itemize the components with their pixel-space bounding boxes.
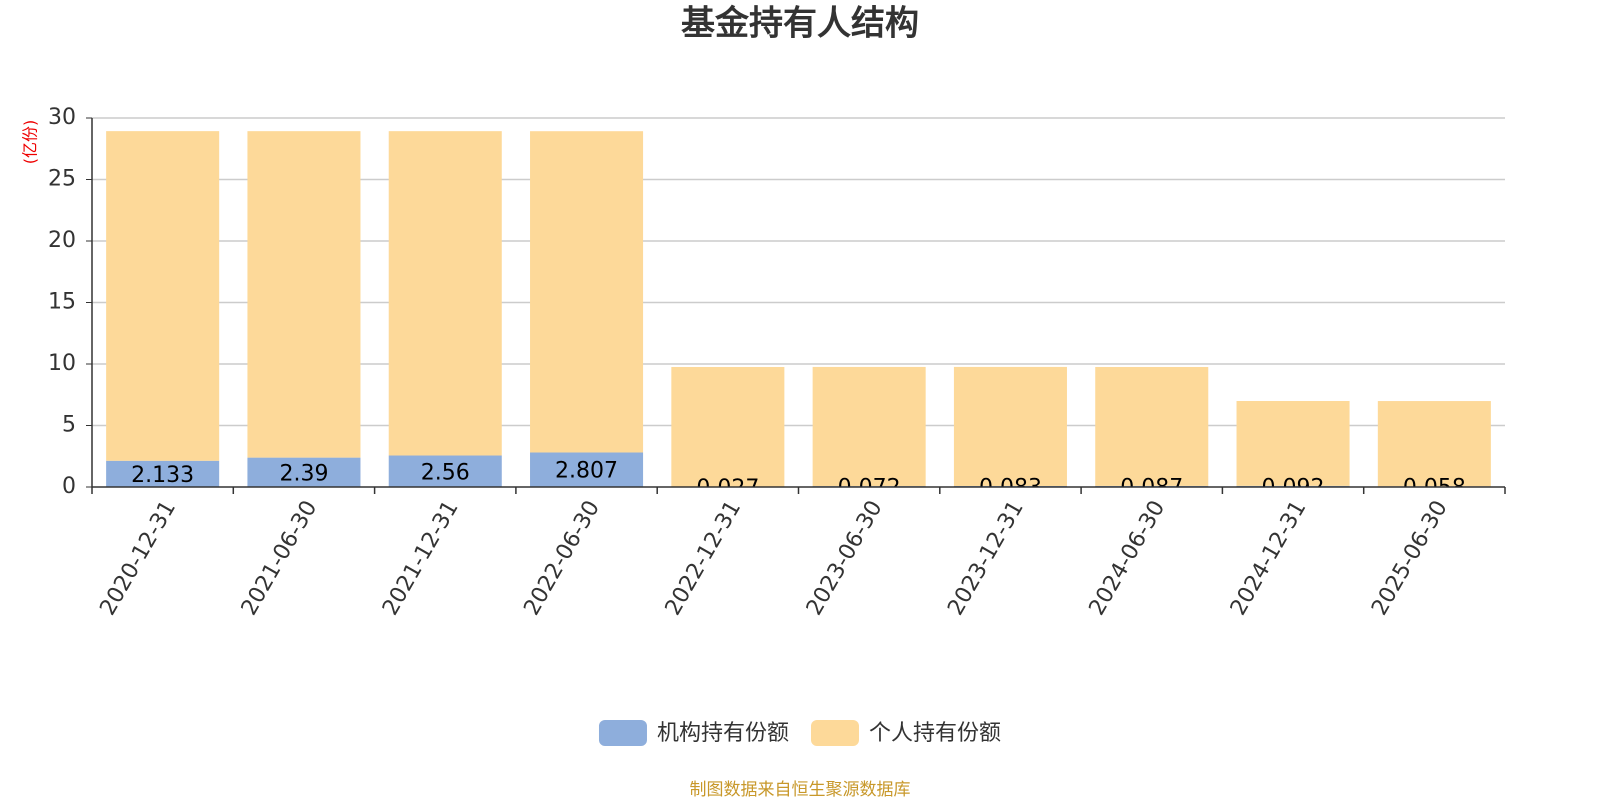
chart-title: 基金持有人结构 <box>681 4 919 44</box>
bar <box>953 366 1067 486</box>
data-label: 0.072 <box>838 476 901 501</box>
y-tick-label: 10 <box>48 351 76 376</box>
x-tick-label: 2024-06-30 <box>1085 497 1171 620</box>
legend-label: 机构持有份额 <box>657 721 789 746</box>
bar <box>106 131 220 461</box>
x-tick-label: 2021-06-30 <box>237 497 323 620</box>
data-label: 2.56 <box>421 460 470 485</box>
legend: 机构持有份额 个人持有份额 <box>598 720 1001 746</box>
x-tick-label: 2025-06-30 <box>1367 497 1453 620</box>
bar <box>106 460 220 487</box>
x-tick-label: 2023-06-30 <box>802 497 888 620</box>
data-label: 0.083 <box>979 475 1042 500</box>
y-tick-label: 20 <box>48 228 76 253</box>
bar <box>812 366 926 487</box>
bar <box>1095 366 1209 486</box>
source-note: 制图数据来自恒生聚源数据库 <box>690 780 911 800</box>
data-label: 0.092 <box>1262 475 1325 500</box>
bar <box>1377 401 1491 487</box>
bar <box>247 131 361 458</box>
data-label: 2.807 <box>555 459 618 484</box>
legend-item[interactable]: 个人持有份额 <box>811 720 1001 746</box>
y-tick-label: 30 <box>48 105 76 130</box>
legend-item[interactable]: 机构持有份额 <box>598 720 789 746</box>
legend-swatch <box>598 720 647 746</box>
bar <box>388 455 502 487</box>
y-tick-label: 5 <box>62 413 76 438</box>
bar <box>530 452 644 487</box>
data-labels: 2.133 2.39 2.56 2.807 0.027 0.072 0.083 0.087 0.… <box>131 459 1466 501</box>
legend-label: 个人持有份额 <box>869 721 1001 746</box>
data-label: 2.39 <box>279 461 328 486</box>
legend-swatch <box>811 720 859 746</box>
data-label: 2.133 <box>131 463 194 488</box>
data-label: 0.058 <box>1403 476 1466 501</box>
x-tick-label: 2023-12-31 <box>943 497 1029 620</box>
bar <box>671 366 785 487</box>
data-label: 0.027 <box>696 476 759 501</box>
x-tick-label: 2024-12-31 <box>1226 497 1312 620</box>
y-tick-label: 15 <box>48 290 76 315</box>
y-tick-label: 25 <box>48 167 76 192</box>
bar <box>388 131 502 456</box>
bar <box>530 131 644 453</box>
x-tick-label: 2021-12-31 <box>378 497 464 620</box>
x-tick-label: 2022-12-31 <box>661 497 747 620</box>
y-axis-label: (亿份) <box>21 120 40 165</box>
x-tick-label: 2022-06-30 <box>519 497 605 620</box>
y-tick-label: 0 <box>62 474 76 499</box>
bar <box>247 457 361 487</box>
x-tick-label: 2020-12-31 <box>95 497 181 620</box>
data-label: 0.087 <box>1120 475 1183 500</box>
bar <box>1236 400 1350 486</box>
